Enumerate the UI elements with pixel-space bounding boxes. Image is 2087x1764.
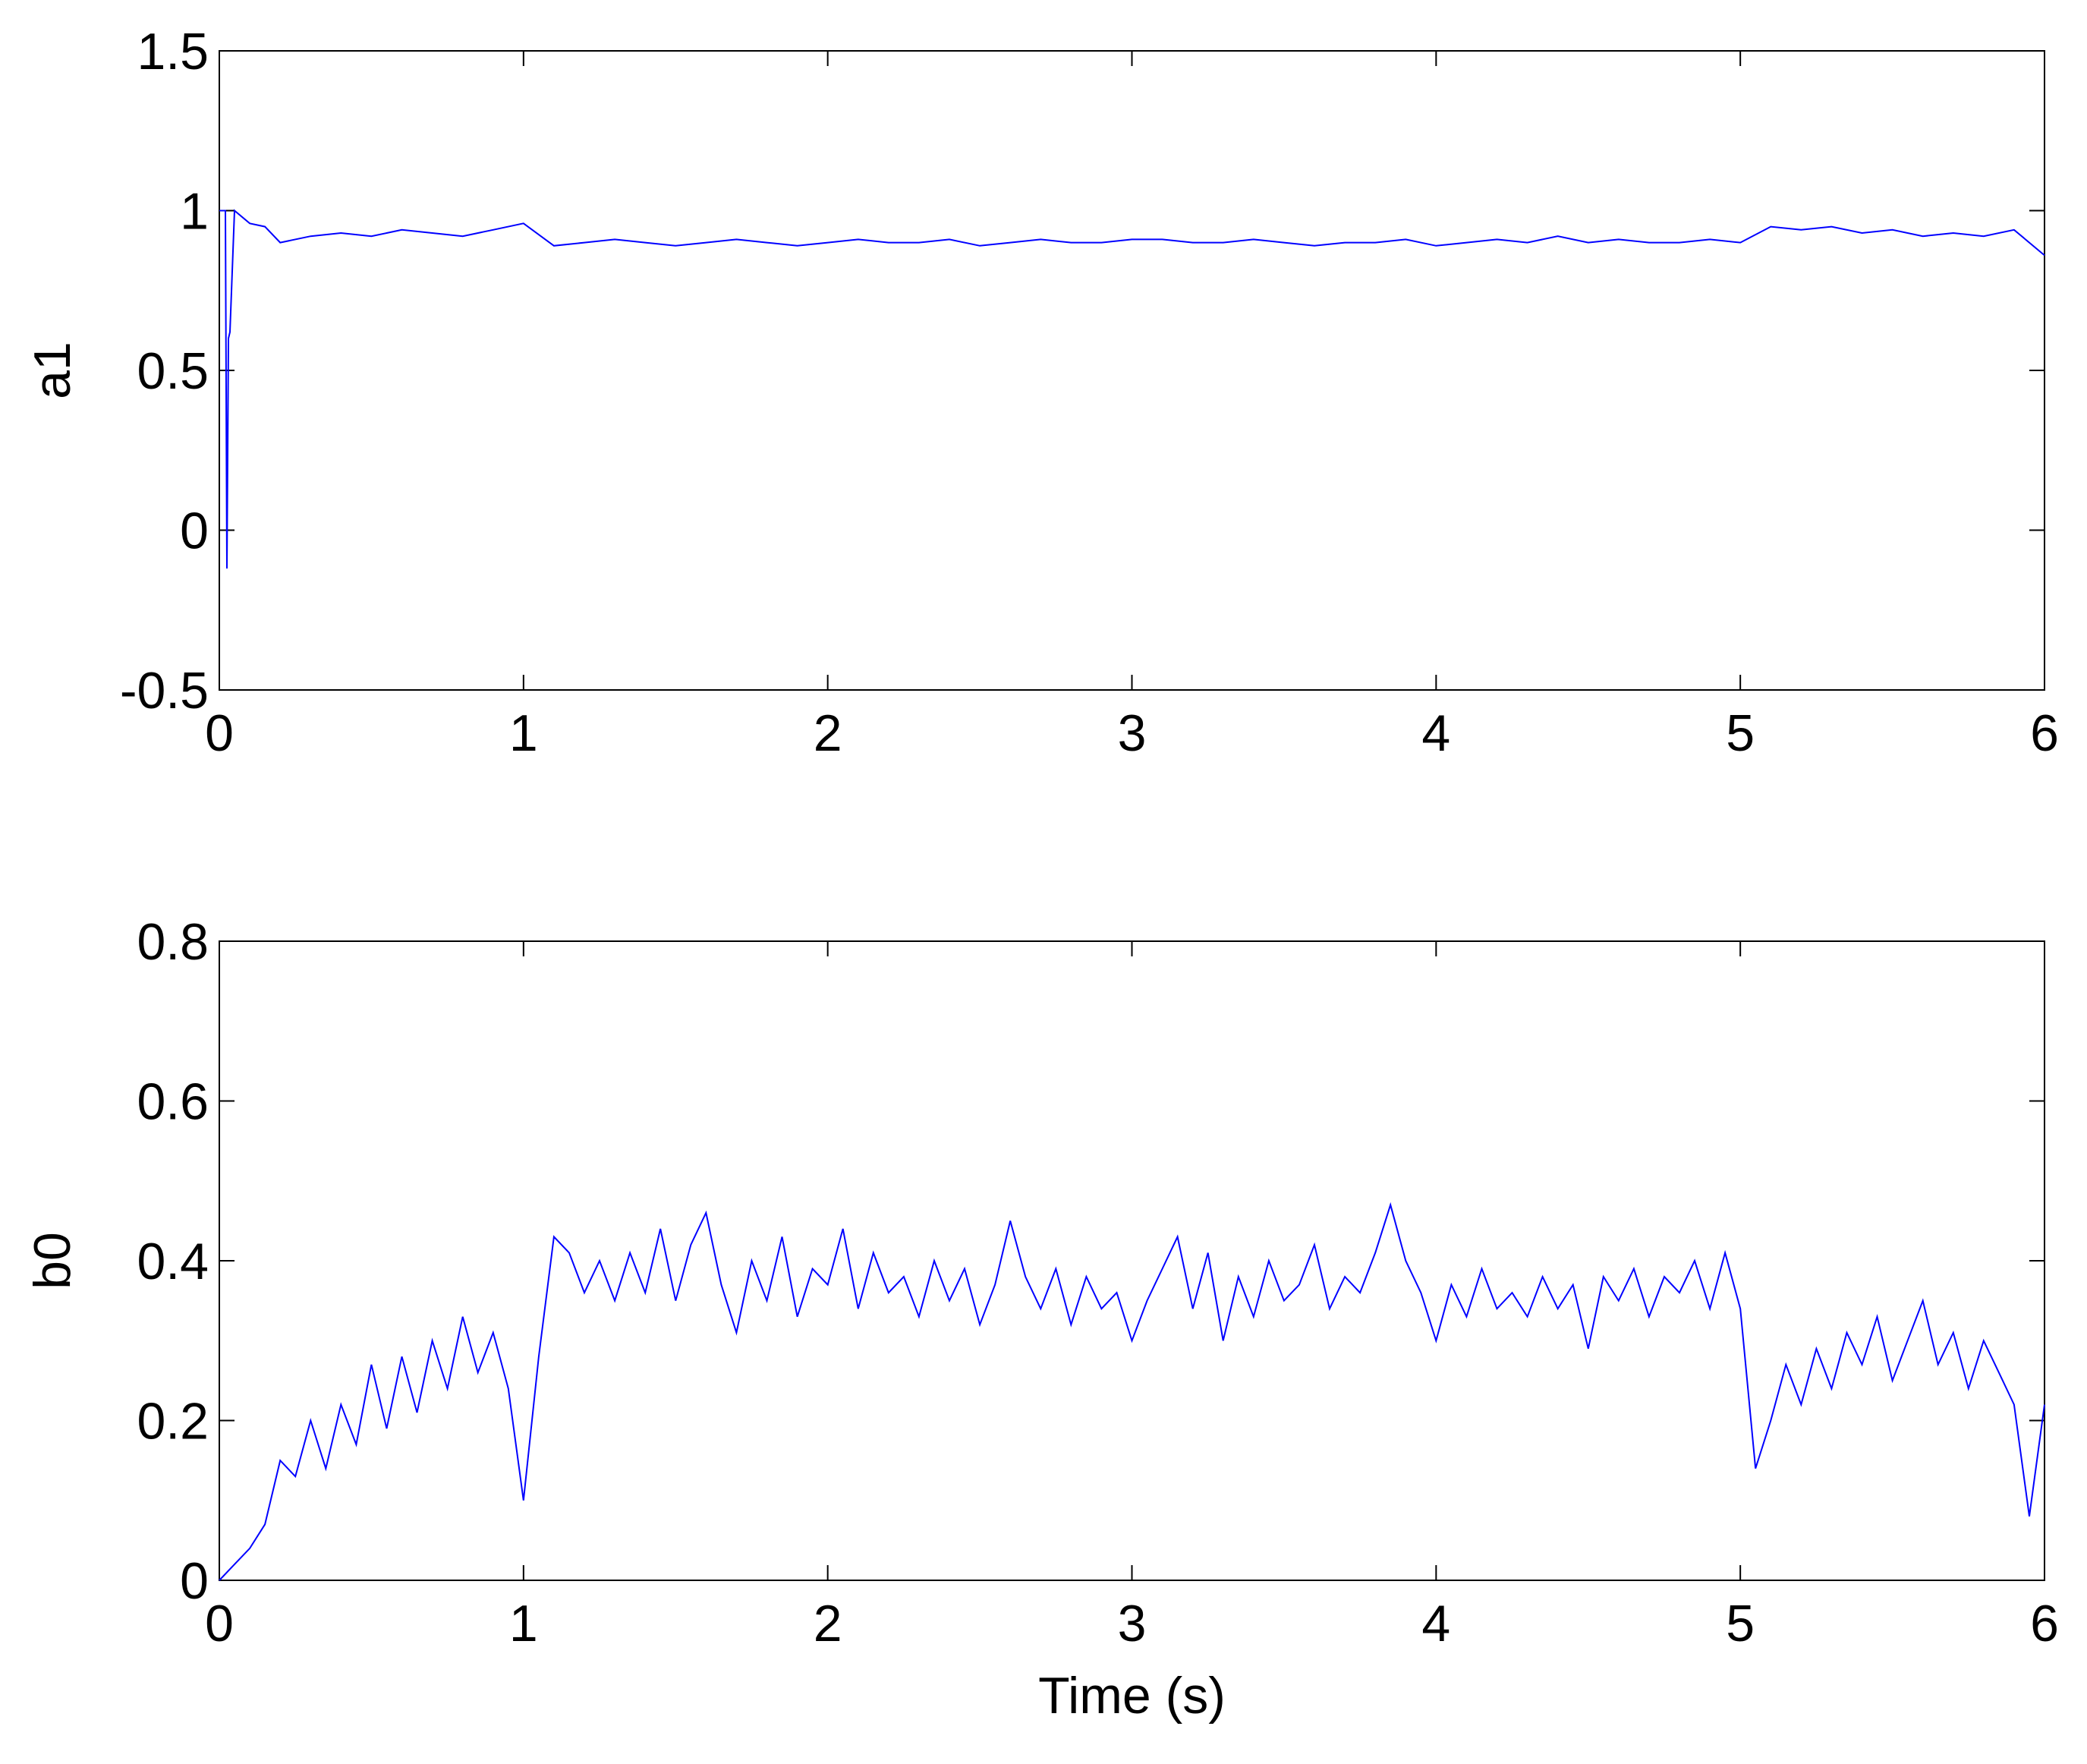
- x-tick-label: 0: [205, 704, 234, 762]
- y-axis-label: b0: [24, 1232, 81, 1290]
- y-axis-label: a1: [24, 342, 81, 399]
- y-tick-label: 0.2: [137, 1393, 209, 1451]
- y-tick-label: 1: [180, 183, 209, 241]
- x-tick-label: 0: [205, 1595, 234, 1652]
- x-tick-label: 1: [509, 704, 538, 762]
- x-tick-label: 2: [814, 704, 842, 762]
- y-tick-label: -0.5: [120, 662, 209, 720]
- x-tick-label: 3: [1118, 1595, 1147, 1652]
- x-tick-label: 4: [1421, 704, 1450, 762]
- x-tick-label: 1: [509, 1595, 538, 1652]
- y-tick-label: 1.5: [137, 23, 209, 80]
- x-tick-label: 2: [814, 1595, 842, 1652]
- data-line: [219, 1202, 2045, 1581]
- y-tick-label: 0.4: [137, 1233, 209, 1290]
- x-tick-label: 5: [1726, 1595, 1755, 1652]
- x-tick-label: 3: [1118, 704, 1147, 762]
- data-line: [219, 209, 2045, 569]
- plot-frame: [219, 940, 2045, 1581]
- x-tick-label: 6: [2030, 1595, 2059, 1652]
- y-tick-label: 0: [180, 1552, 209, 1610]
- x-tick-label: 4: [1421, 1595, 1450, 1652]
- x-tick-label: 6: [2030, 704, 2059, 762]
- y-tick-label: 0.5: [137, 342, 209, 400]
- x-tick-label: 5: [1726, 704, 1755, 762]
- y-tick-label: 0: [180, 502, 209, 560]
- y-tick-label: 0.6: [137, 1073, 209, 1131]
- y-tick-label: 0.8: [137, 913, 209, 971]
- x-axis-label: Time (s): [1038, 1667, 1226, 1725]
- plot-frame: [219, 50, 2045, 691]
